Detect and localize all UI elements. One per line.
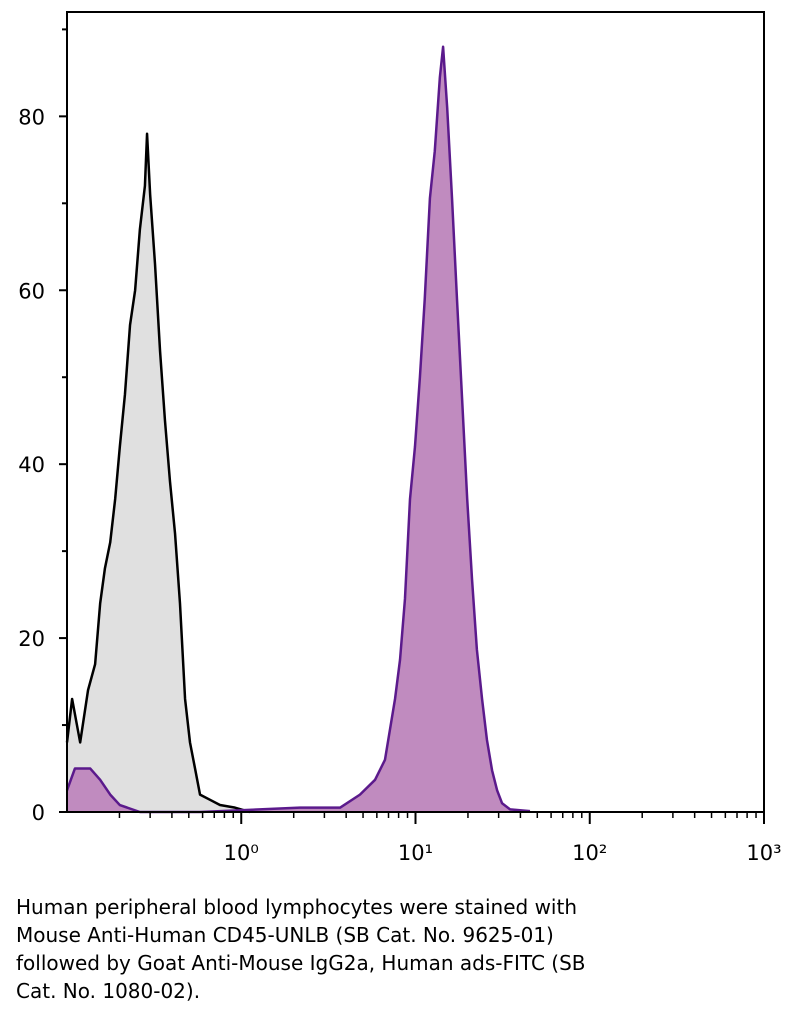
x-tick-label: 10¹ bbox=[398, 841, 433, 865]
area-fill bbox=[67, 46, 530, 813]
caption-line: Mouse Anti-Human CD45-UNLB (SB Cat. No. … bbox=[16, 923, 554, 947]
y-tick-label: 20 bbox=[18, 627, 45, 651]
y-tick-label: 80 bbox=[18, 105, 45, 129]
caption-line: Cat. No. 1080-02). bbox=[16, 979, 200, 1003]
caption-line: followed by Goat Anti-Mouse IgG2a, Human… bbox=[16, 951, 586, 975]
y-tick-label: 60 bbox=[18, 279, 45, 303]
x-tick-label: 10⁰ bbox=[224, 841, 259, 865]
x-tick-label: 10² bbox=[572, 841, 607, 865]
caption-line: Human peripheral blood lymphocytes were … bbox=[16, 895, 577, 919]
x-tick-label: 10³ bbox=[746, 841, 781, 865]
histogram-outline bbox=[65, 132, 251, 814]
area-fill bbox=[67, 133, 250, 812]
y-tick-label: 40 bbox=[18, 453, 45, 477]
y-tick-label: 0 bbox=[32, 801, 45, 825]
